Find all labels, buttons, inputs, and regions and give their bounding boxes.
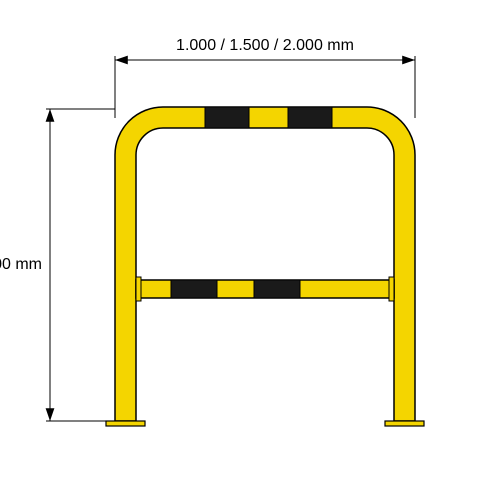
barrier-technical-drawing: 1.000 / 1.500 / 2.000 mm 1.000 mm [0, 0, 500, 500]
height-dimension-label: 1.000 mm [0, 256, 42, 273]
safety-barrier [106, 107, 424, 426]
width-dimension-label: 1.000 / 1.500 / 2.000 mm [176, 37, 354, 54]
